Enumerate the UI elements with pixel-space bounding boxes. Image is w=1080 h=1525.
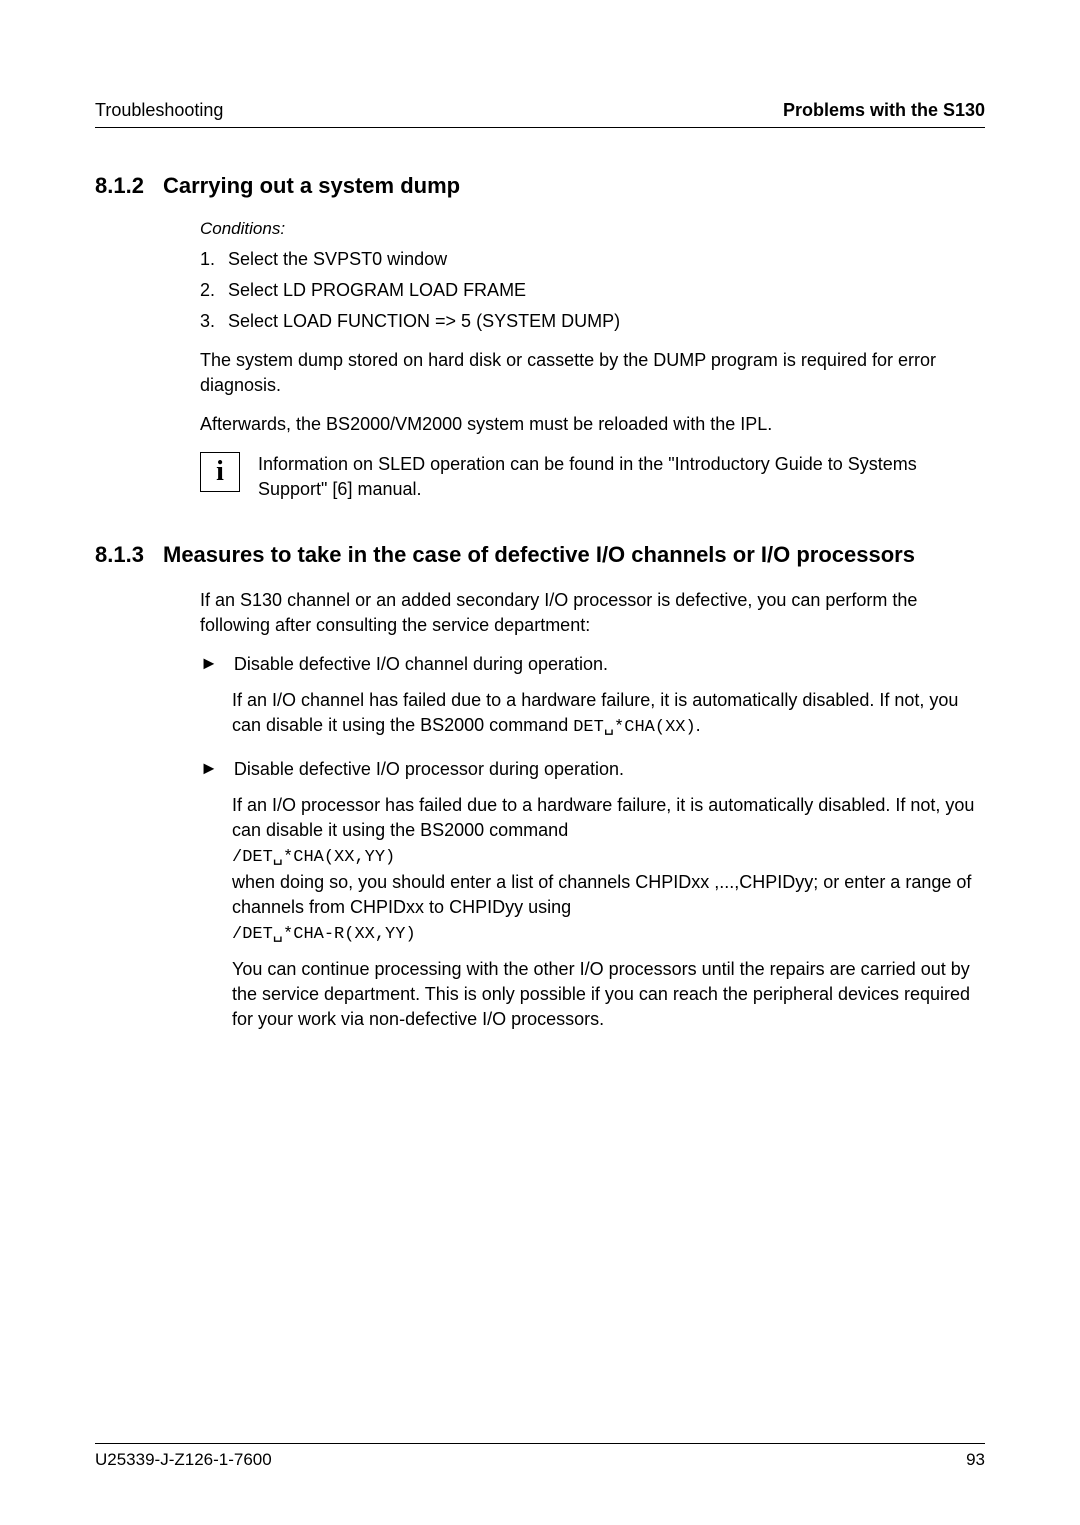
step-number: 3. — [200, 311, 215, 332]
bullet-list: ► Disable defective I/O channel during o… — [200, 652, 985, 1032]
triangle-bullet-icon: ► — [200, 652, 218, 675]
bullet-2-p3: You can continue processing with the oth… — [232, 957, 985, 1033]
step-text: Select LD PROGRAM LOAD FRAME — [228, 280, 526, 300]
section-812-heading: 8.1.2 Carrying out a system dump — [95, 173, 985, 199]
section-812-number: 8.1.2 — [95, 173, 163, 199]
info-icon: i — [200, 452, 240, 492]
header-left-text: Troubleshooting — [95, 100, 223, 121]
bullet-2-body: If an I/O processor has failed due to a … — [232, 793, 985, 1033]
info-icon-letter: i — [216, 456, 224, 488]
bullet-1-header: ► Disable defective I/O channel during o… — [200, 652, 985, 677]
triangle-bullet-icon: ► — [200, 757, 218, 780]
bullet-1-header-text: Disable defective I/O channel during ope… — [234, 652, 985, 677]
header-right-text: Problems with the S130 — [783, 100, 985, 121]
bullet-1-code: DET␣*CHA(XX) — [573, 718, 695, 737]
step-number: 2. — [200, 280, 215, 301]
bullet-2-p2: when doing so, you should enter a list o… — [232, 872, 971, 917]
bullet-1-body: If an I/O channel has failed due to a ha… — [232, 688, 985, 740]
conditions-label: Conditions: — [200, 219, 985, 239]
bullet-2-code2: /DET␣*CHA-R(XX,YY) — [232, 925, 416, 944]
section-813-content: If an S130 channel or an added secondary… — [200, 588, 985, 1033]
section-813-number: 8.1.3 — [95, 542, 163, 568]
section-812-content: Conditions: 1. Select the SVPST0 window … — [200, 219, 985, 502]
list-item: 2. Select LD PROGRAM LOAD FRAME — [200, 280, 985, 301]
section-813: 8.1.3 Measures to take in the case of de… — [95, 542, 985, 1033]
info-callout: i Information on SLED operation can be f… — [200, 452, 985, 502]
step-text: Select LOAD FUNCTION => 5 (SYSTEM DUMP) — [228, 311, 620, 331]
section-812-para2: Afterwards, the BS2000/VM2000 system mus… — [200, 412, 985, 437]
section-813-heading: 8.1.3 Measures to take in the case of de… — [95, 542, 985, 568]
info-text: Information on SLED operation can be fou… — [258, 452, 985, 502]
list-item: 1. Select the SVPST0 window — [200, 249, 985, 270]
step-text: Select the SVPST0 window — [228, 249, 447, 269]
conditions-list: 1. Select the SVPST0 window 2. Select LD… — [200, 249, 985, 332]
page-footer: U25339-J-Z126-1-7600 93 — [95, 1443, 985, 1470]
footer-doc-id: U25339-J-Z126-1-7600 — [95, 1450, 272, 1470]
bullet-2-code1: /DET␣*CHA(XX,YY) — [232, 848, 395, 867]
bullet-item-2: ► Disable defective I/O processor during… — [200, 757, 985, 1032]
section-812: 8.1.2 Carrying out a system dump Conditi… — [95, 173, 985, 502]
bullet-item-1: ► Disable defective I/O channel during o… — [200, 652, 985, 739]
bullet-2-header-text: Disable defective I/O processor during o… — [234, 757, 985, 782]
section-813-intro: If an S130 channel or an added secondary… — [200, 588, 985, 638]
list-item: 3. Select LOAD FUNCTION => 5 (SYSTEM DUM… — [200, 311, 985, 332]
bullet-2-p1: If an I/O processor has failed due to a … — [232, 795, 974, 840]
footer-page-number: 93 — [966, 1450, 985, 1470]
section-812-para1: The system dump stored on hard disk or c… — [200, 348, 985, 398]
section-812-title: Carrying out a system dump — [163, 173, 985, 199]
bullet-2-header: ► Disable defective I/O processor during… — [200, 757, 985, 782]
section-813-title: Measures to take in the case of defectiv… — [163, 542, 985, 568]
bullet-1-body-post: . — [696, 715, 701, 735]
step-number: 1. — [200, 249, 215, 270]
page-header: Troubleshooting Problems with the S130 — [95, 100, 985, 128]
